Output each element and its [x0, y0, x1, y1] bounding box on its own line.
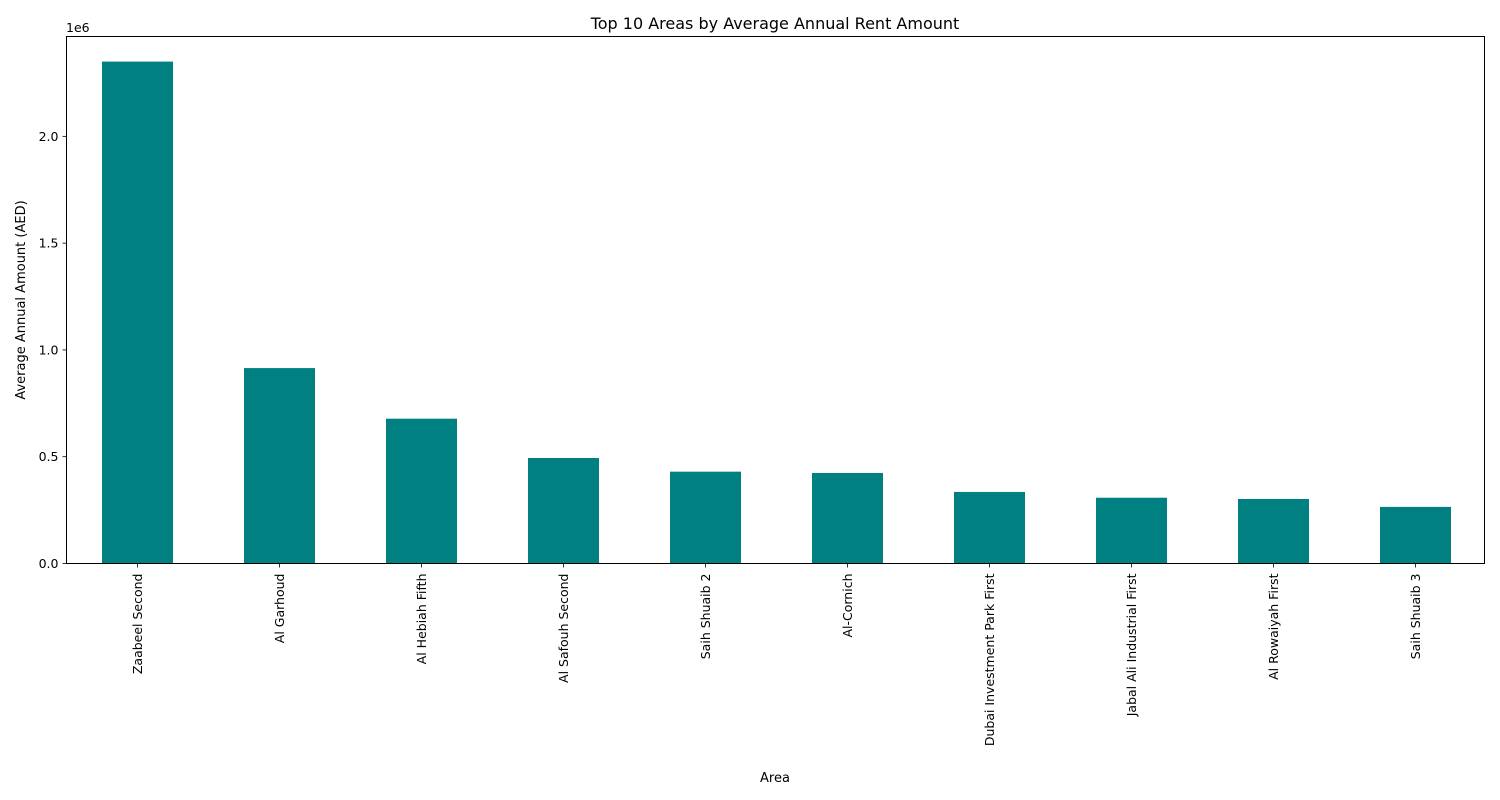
bar-3	[386, 418, 457, 564]
bar-7	[954, 491, 1025, 564]
bars-group	[102, 61, 1451, 564]
x-tick-label: Zaabeel Second	[130, 574, 145, 675]
chart-title: Top 10 Areas by Average Annual Rent Amou…	[590, 14, 960, 33]
x-tick-label: Dubai Investment Park First	[982, 573, 997, 746]
x-tick-label: Al Garhoud	[272, 574, 287, 644]
bar-10	[1380, 506, 1451, 564]
y-tick-label: 2.0	[39, 129, 59, 144]
bar-9	[1238, 499, 1309, 564]
x-tick-label: Al-Cornich	[840, 574, 855, 638]
x-tick-label: Al Safouh Second	[556, 574, 571, 683]
x-tick-label: Al Rowaiyah First	[1266, 573, 1281, 679]
x-tick-label: Saih Shuaib 3	[1408, 574, 1423, 660]
y-tick-label: 1.0	[39, 342, 59, 357]
plot-frame	[66, 36, 1485, 564]
y-tick-label: 0.5	[39, 449, 59, 464]
y-axis-offset-label: 1e6	[66, 20, 90, 35]
bar-1	[102, 61, 173, 564]
x-axis-ticks: Zaabeel Second Al Garhoud Al Hebiah Fifth A…	[130, 563, 1423, 746]
y-axis-ticks: 0.0 0.5 1.0 1.5 2.0	[39, 129, 67, 571]
bar-2	[244, 368, 315, 564]
x-tick-label: Al Hebiah Fifth	[414, 574, 429, 665]
bar-4	[528, 457, 599, 564]
y-axis-label: Average Annual Amount (AED)	[14, 200, 29, 399]
bar-8	[1096, 497, 1167, 564]
plot-area: 0.0 0.5 1.0 1.5 2.0 Zaabeel Second Al Garhoud…	[39, 36, 1485, 746]
bar-6	[812, 472, 883, 564]
y-tick-label: 0.0	[39, 556, 59, 571]
x-tick-label: Saih Shuaib 2	[698, 574, 713, 660]
bar-5	[670, 471, 741, 564]
x-axis-label: Area	[760, 771, 790, 786]
x-tick-label: Jabal Ali Industrial First	[1124, 573, 1139, 717]
y-tick-label: 1.5	[39, 236, 59, 251]
